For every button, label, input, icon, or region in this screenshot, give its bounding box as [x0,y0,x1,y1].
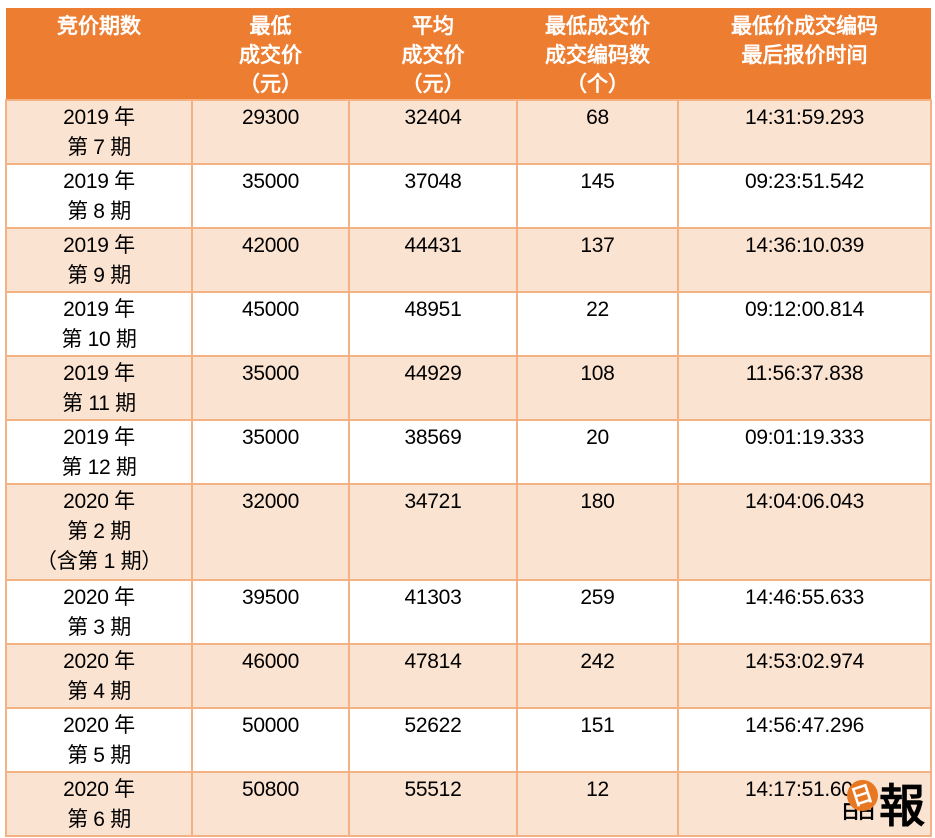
period-cell: 2020 年 第 2 期 （含第 1 期） [5,483,193,581]
min-price-cell: 50000 [191,707,350,773]
table-row: 2020 年 第 6 期 50800 55512 12 14:17:51.601 [5,771,932,837]
period-cell: 2019 年 第 7 期 [5,99,193,165]
code-count-cell: 68 [516,99,679,165]
period-cell: 2020 年 第 3 期 [5,579,193,645]
period-cell: 2019 年 第 12 期 [5,419,193,485]
code-count-cell: 151 [516,707,679,773]
table-row: 2019 年 第 10 期 45000 48951 22 09:12:00.81… [5,291,932,357]
col-header-last-time: 最低价成交编码 最后报价时间 [678,8,931,100]
avg-price-cell: 41303 [348,579,518,645]
last-time-cell: 14:36:10.039 [677,227,932,293]
avg-price-cell: 44929 [348,355,518,421]
avg-price-cell: 32404 [348,99,518,165]
last-time-cell: 09:01:19.333 [677,419,932,485]
last-time-cell: 09:12:00.814 [677,291,932,357]
code-count-cell: 137 [516,227,679,293]
min-price-cell: 35000 [191,419,350,485]
code-count-cell: 145 [516,163,679,229]
avg-price-cell: 38569 [348,419,518,485]
col-header-code-count: 最低成交价 成交编码数 （个） [517,8,678,100]
period-cell: 2020 年 第 5 期 [5,707,193,773]
min-price-cell: 39500 [191,579,350,645]
last-time-cell: 14:53:02.974 [677,643,932,709]
min-price-cell: 46000 [191,643,350,709]
avg-price-cell: 52622 [348,707,518,773]
logo-sun-circle-icon: 日 [847,780,878,811]
min-price-cell: 50800 [191,771,350,837]
last-time-cell: 14:31:59.293 [677,99,932,165]
period-cell: 2019 年 第 10 期 [5,291,193,357]
period-cell: 2020 年 第 6 期 [5,771,193,837]
last-time-cell: 14:04:06.043 [677,483,932,581]
table-row: 2020 年 第 5 期 50000 52622 151 14:56:47.29… [5,707,932,773]
auction-table: 竞价期数 最低 成交价 （元） 平均 成交价 （元） 最低成交价 成交编码数 （… [5,8,932,837]
col-header-min-price: 最低 成交价 （元） [192,8,349,100]
period-cell: 2019 年 第 8 期 [5,163,193,229]
code-count-cell: 12 [516,771,679,837]
table-row: 2019 年 第 8 期 35000 37048 145 09:23:51.54… [5,163,932,229]
min-price-cell: 35000 [191,355,350,421]
table-row: 2020 年 第 4 期 46000 47814 242 14:53:02.97… [5,643,932,709]
table-row: 2020 年 第 2 期 （含第 1 期） 32000 34721 180 14… [5,483,932,581]
table-row: 2019 年 第 7 期 29300 32404 68 14:31:59.293 [5,99,932,165]
avg-price-cell: 34721 [348,483,518,581]
avg-price-cell: 55512 [348,771,518,837]
header-row: 竞价期数 最低 成交价 （元） 平均 成交价 （元） 最低成交价 成交编码数 （… [6,8,931,100]
last-time-cell: 09:23:51.542 [677,163,932,229]
col-header-period: 竞价期数 [6,8,192,100]
code-count-cell: 20 [516,419,679,485]
code-count-cell: 108 [516,355,679,421]
min-price-cell: 42000 [191,227,350,293]
code-count-cell: 259 [516,579,679,645]
min-price-cell: 32000 [191,483,350,581]
code-count-cell: 242 [516,643,679,709]
col-header-avg-price: 平均 成交价 （元） [349,8,517,100]
last-time-cell: 14:17:51.601 [677,771,932,837]
period-cell: 2019 年 第 11 期 [5,355,193,421]
table-header: 竞价期数 最低 成交价 （元） 平均 成交价 （元） 最低成交价 成交编码数 （… [6,8,931,100]
table-body: 2019 年 第 7 期 29300 32404 68 14:31:59.293… [5,99,932,837]
last-time-cell: 14:56:47.296 [677,707,932,773]
min-price-cell: 45000 [191,291,350,357]
min-price-cell: 35000 [191,163,350,229]
last-time-cell: 14:46:55.633 [677,579,932,645]
avg-price-cell: 48951 [348,291,518,357]
table-row: 2020 年 第 3 期 39500 41303 259 14:46:55.63… [5,579,932,645]
logo-sun-char: 日 [848,779,877,811]
period-cell: 2020 年 第 4 期 [5,643,193,709]
avg-price-cell: 44431 [348,227,518,293]
code-count-cell: 22 [516,291,679,357]
code-count-cell: 180 [516,483,679,581]
table-row: 2019 年 第 12 期 35000 38569 20 09:01:19.33… [5,419,932,485]
logo-bao-char: 報 [879,779,925,833]
min-price-cell: 29300 [191,99,350,165]
avg-price-cell: 47814 [348,643,518,709]
period-cell: 2019 年 第 9 期 [5,227,193,293]
avg-price-cell: 37048 [348,163,518,229]
table-row: 2019 年 第 9 期 42000 44431 137 14:36:10.03… [5,227,932,293]
last-time-cell: 11:56:37.838 [677,355,932,421]
jingbao-logo: 日日 日 報 [841,779,933,838]
table-row: 2019 年 第 11 期 35000 44929 108 11:56:37.8… [5,355,932,421]
